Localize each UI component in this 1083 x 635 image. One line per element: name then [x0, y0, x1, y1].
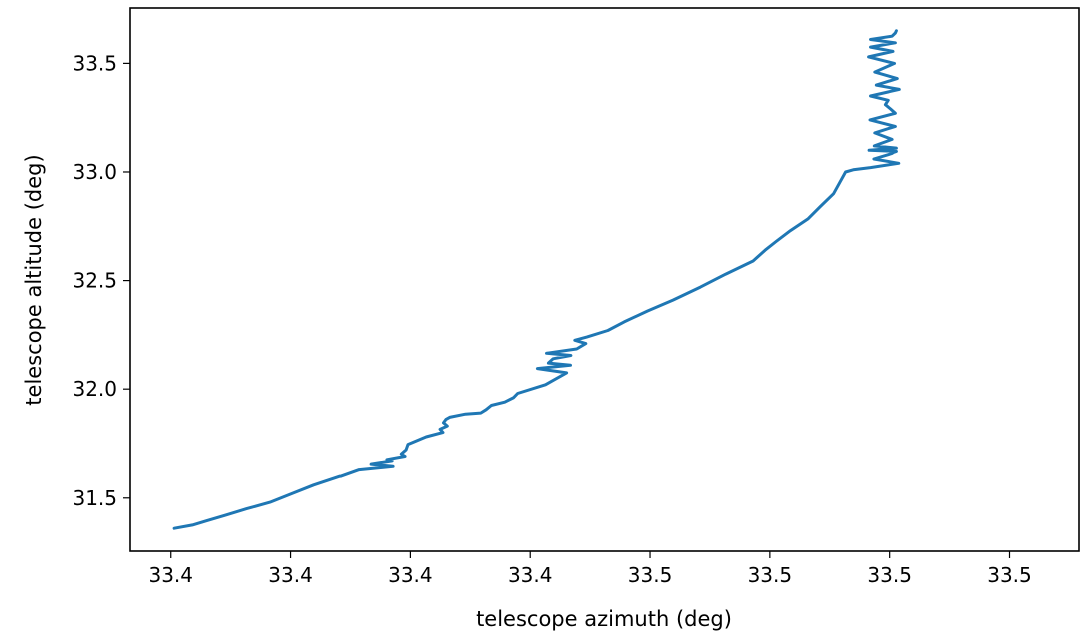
x-tick-label: 33.4: [148, 563, 193, 587]
plot-area: [172, 29, 901, 530]
y-axis-label: telescope altitude (deg): [22, 154, 46, 405]
x-tick-label: 33.5: [867, 563, 912, 587]
x-axis: 33.4 33.4 33.4 33.4 33.5 33.5 33.5 33.5: [148, 551, 1032, 587]
series-line: [172, 29, 901, 530]
x-tick-label: 33.4: [268, 563, 313, 587]
x-tick-label: 33.5: [628, 563, 673, 587]
x-tick-label: 33.4: [508, 563, 553, 587]
x-tick-label: 33.5: [987, 563, 1032, 587]
y-tick-label: 32.5: [72, 269, 117, 293]
y-tick-label: 32.0: [72, 377, 117, 401]
y-axis: 31.5 32.0 32.5 33.0 33.5: [72, 51, 130, 510]
axes-frame: [129, 7, 1080, 552]
y-tick-label: 33.5: [72, 51, 117, 75]
x-tick-label: 33.5: [748, 563, 793, 587]
x-axis-label: telescope azimuth (deg): [476, 607, 732, 631]
y-tick-label: 33.0: [72, 160, 117, 184]
y-tick-label: 31.5: [72, 486, 117, 510]
x-tick-label: 33.4: [388, 563, 433, 587]
